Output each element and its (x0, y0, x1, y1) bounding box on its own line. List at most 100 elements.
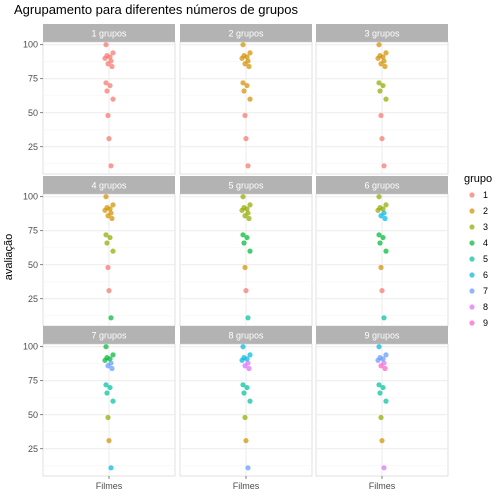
y-axis-label: avaliação (3, 234, 15, 280)
facet-strip-label: 4 grupos (91, 181, 127, 191)
data-point (375, 207, 381, 213)
data-point (239, 207, 245, 213)
data-point (241, 390, 247, 396)
data-point (377, 390, 383, 396)
data-point (102, 357, 108, 363)
data-point (245, 315, 251, 321)
facet-strip (180, 24, 312, 42)
data-point (376, 42, 382, 48)
data-point (380, 384, 386, 391)
data-point (383, 398, 389, 404)
data-point (105, 112, 111, 119)
data-point (243, 288, 249, 294)
data-point (242, 264, 248, 271)
data-point (106, 136, 112, 142)
data-point (380, 54, 386, 60)
legend-key (469, 240, 475, 246)
y-tick-label: 100 (23, 342, 38, 352)
data-point (240, 194, 246, 200)
y-tick-label: 50 (28, 410, 38, 420)
legend-label: 1 (483, 190, 488, 200)
data-point (245, 163, 251, 169)
y-tick-label: 50 (28, 108, 38, 118)
data-point (383, 96, 389, 102)
facet-strip (43, 176, 175, 194)
data-point (240, 232, 246, 238)
data-point (376, 344, 382, 350)
data-point (247, 352, 253, 358)
data-point (110, 96, 116, 102)
data-point (110, 202, 116, 208)
data-point (107, 234, 113, 241)
legend-key (469, 224, 475, 230)
facet-strip (180, 176, 312, 194)
data-point (240, 382, 246, 388)
data-point (109, 365, 115, 372)
data-point (108, 163, 114, 169)
legend-label: 3 (483, 222, 488, 232)
legend-key (469, 208, 475, 214)
data-point (379, 136, 385, 142)
data-point (381, 465, 387, 471)
facet-panels: 1 grupos 25 50 75 100 2 grupos 3 grupos 4 grupo… (23, 24, 449, 491)
data-point (383, 202, 389, 208)
data-point (106, 288, 112, 294)
x-tick-label: Filmes (96, 481, 123, 491)
data-point (376, 232, 382, 238)
data-point (247, 202, 253, 208)
legend-label: 4 (483, 238, 488, 248)
data-point (240, 80, 246, 86)
y-tick-label: 25 (28, 294, 38, 304)
data-point (383, 50, 389, 56)
data-point (382, 215, 388, 222)
data-point (109, 215, 115, 222)
data-point (241, 88, 247, 94)
data-point (383, 248, 389, 254)
legend-label: 9 (483, 318, 488, 328)
facet-panel: 1 grupos 25 50 75 100 (23, 24, 176, 175)
data-point (108, 465, 114, 471)
facet-panel: 7 grupos 25 50 75 100 Filmes (23, 326, 176, 491)
x-tick-label: Filmes (233, 481, 260, 491)
facet-panel: 2 grupos (179, 24, 313, 175)
data-point (103, 194, 109, 200)
data-point (380, 82, 386, 89)
data-point (381, 163, 387, 169)
y-tick-label: 100 (23, 40, 38, 50)
data-point (247, 248, 253, 254)
y-tick-label: 75 (28, 74, 38, 84)
facet-strip-label: 5 grupos (228, 181, 264, 191)
data-point (103, 80, 109, 86)
y-tick-label: 75 (28, 226, 38, 236)
data-point (103, 42, 109, 48)
data-point (105, 61, 111, 67)
legend-key (469, 272, 475, 278)
facet-strip-label: 6 grupos (364, 181, 400, 191)
data-point (105, 363, 111, 369)
x-tick-label: Filmes (369, 481, 396, 491)
data-point (240, 344, 246, 350)
facet-strip-label: 1 grupos (91, 29, 127, 39)
data-point (110, 352, 116, 358)
data-point (103, 232, 109, 238)
data-point (243, 438, 249, 444)
data-point (105, 213, 111, 219)
legend-label: 6 (483, 270, 488, 280)
legend-key (469, 256, 475, 262)
data-point (378, 363, 384, 369)
facet-strip (43, 326, 175, 344)
data-point (110, 248, 116, 254)
data-point (244, 54, 250, 60)
data-point (383, 352, 389, 358)
facet-strip (43, 24, 175, 42)
data-point (241, 240, 247, 246)
data-point (381, 315, 387, 321)
data-point (245, 465, 251, 471)
legend-key (469, 304, 475, 310)
data-point (380, 206, 386, 212)
data-point (242, 213, 248, 219)
data-point (246, 365, 252, 372)
data-point (378, 414, 384, 421)
data-point (380, 234, 386, 241)
